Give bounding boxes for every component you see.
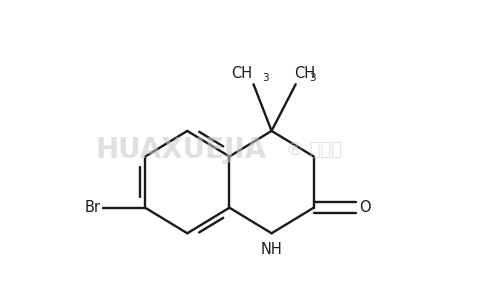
Text: ® 化学加: ® 化学加 — [286, 141, 342, 160]
Text: O: O — [359, 200, 371, 215]
Text: CH: CH — [294, 66, 315, 81]
Text: 3: 3 — [309, 73, 316, 83]
Text: Br: Br — [85, 200, 100, 215]
Text: HUAXUEJIA: HUAXUEJIA — [96, 136, 267, 165]
Text: NH: NH — [261, 242, 283, 257]
Text: 3: 3 — [262, 73, 269, 83]
Text: CH: CH — [231, 66, 252, 81]
